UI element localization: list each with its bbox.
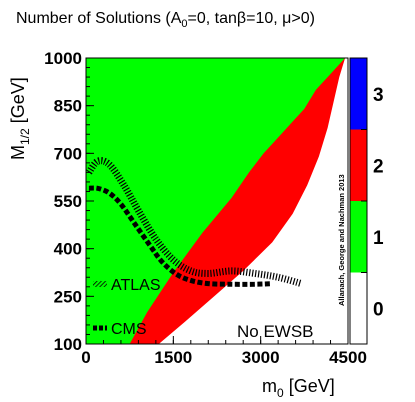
legend-atlas-label: ATLAS (111, 277, 161, 294)
y-tick-label: 700 (54, 144, 82, 163)
region-no-ewsb (158, 58, 348, 344)
chart-title: Number of Solutions (A0=0, tanβ=10, μ>0) (16, 10, 315, 30)
y-axis-label-sub: 1/2 (18, 128, 32, 145)
y-axis-label: M1/2 [GeV] (8, 77, 32, 160)
y-tick-label: 250 (54, 287, 82, 306)
no-ewsb-label: No EWSB (237, 322, 314, 341)
y-tick-label: 550 (54, 192, 82, 211)
colorbar-label: 2 (373, 156, 384, 177)
x-tick-label: 3000 (242, 348, 280, 367)
x-tick-label: 0 (81, 348, 90, 367)
colorbar: 0 1 2 3 (349, 57, 384, 345)
legend-cms-label: CMS (111, 321, 147, 338)
y-tick-label: 850 (54, 97, 82, 116)
chart-title-main: Number of Solutions (A (16, 10, 182, 27)
colorbar-segment (350, 129, 367, 201)
axis-ticks: 0 1500 3000 4500 100 250 400 550 700 850 1000 (44, 49, 367, 367)
y-axis-label-main: M (8, 145, 28, 160)
y-tick-label: 400 (54, 240, 82, 259)
x-axis-label-sub: 0 (277, 386, 284, 400)
x-tick-label: 4500 (329, 348, 367, 367)
x-axis-label: m0 [GeV] (262, 376, 335, 400)
exclusion-curves (86, 157, 303, 287)
colorbar-segment (350, 201, 367, 273)
colorbar-label: 0 (373, 299, 384, 320)
x-tick-label: 1500 (154, 348, 192, 367)
colorbar-segment (350, 272, 367, 344)
legend: ATLAS CMS (93, 277, 161, 338)
x-axis-label-main: m (262, 376, 277, 396)
heatmap-regions (86, 58, 348, 344)
credit-text: Allanach, George and Nachman 2013 (337, 174, 346, 306)
series-cms-curve (88, 185, 273, 287)
colorbar-segment (350, 58, 367, 130)
y-tick-label: 100 (54, 335, 82, 354)
x-axis-label-unit: [GeV] (284, 376, 335, 396)
colorbar-label: 1 (373, 228, 384, 249)
series-atlas-curve (86, 157, 303, 287)
chart-title-sub: 0 (181, 18, 187, 30)
colorbar-label: 3 (373, 85, 384, 106)
y-axis-label-unit: [GeV] (8, 77, 28, 128)
chart-title-rest: =0, tanβ=10, μ>0) (188, 10, 315, 27)
y-tick-label: 1000 (44, 49, 82, 68)
